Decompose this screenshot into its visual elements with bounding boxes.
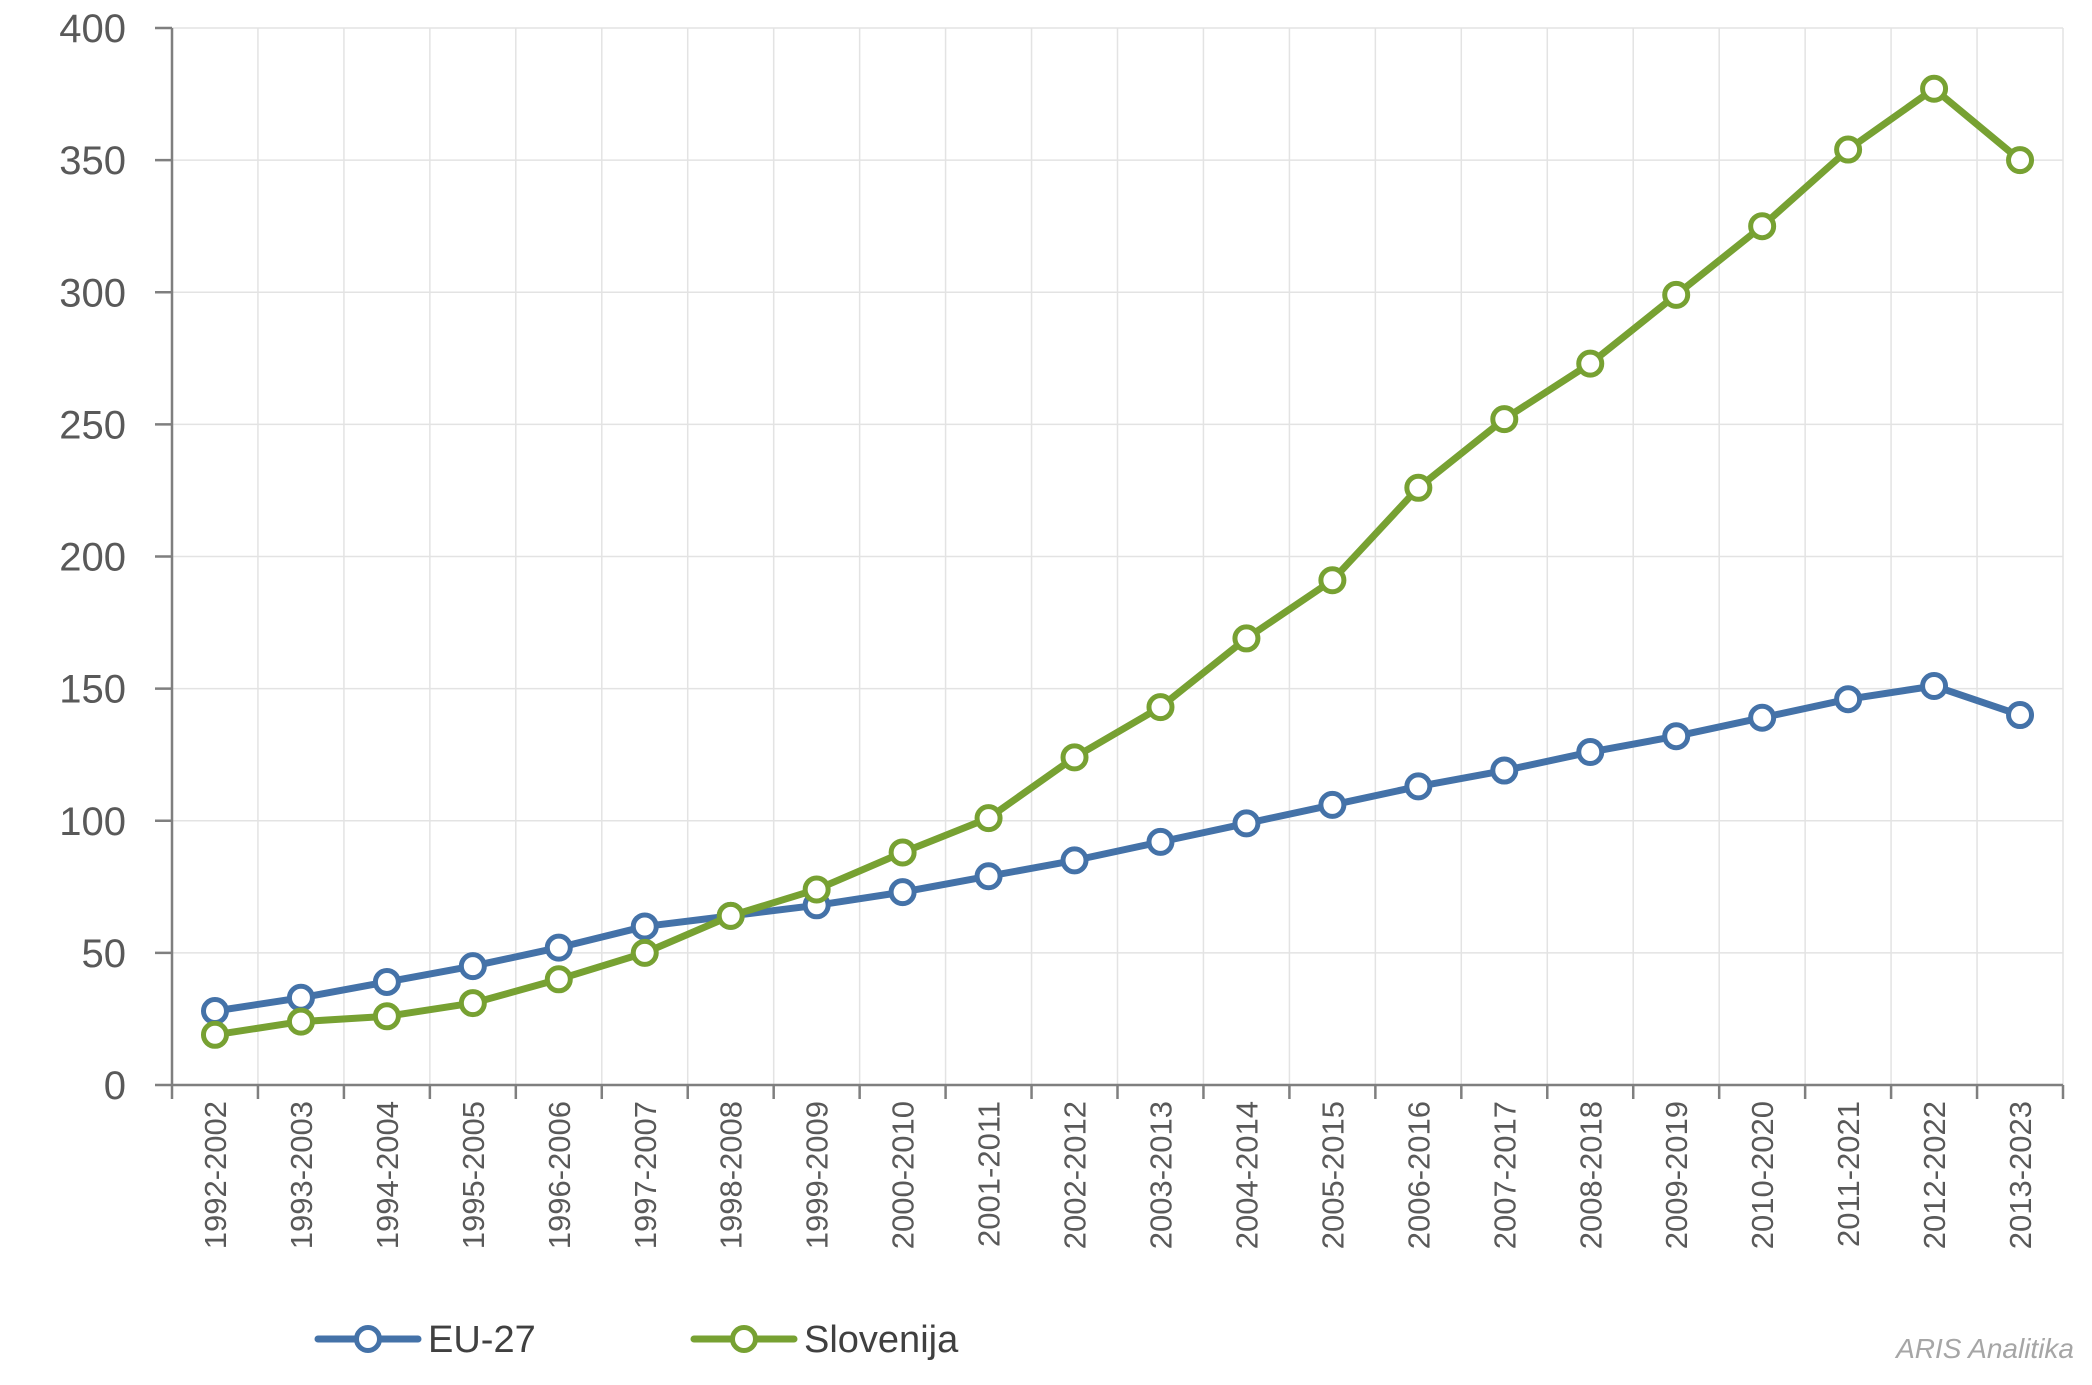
x-tick-label: 1995-2005 — [456, 1101, 491, 1249]
data-point — [1748, 703, 1777, 732]
y-tick-label: 350 — [59, 139, 126, 183]
data-point — [1748, 212, 1777, 241]
series-line-0 — [211, 682, 2024, 1015]
x-tick-label: 2005-2015 — [1315, 1101, 1350, 1249]
x-tick-label: 1992-2002 — [198, 1101, 233, 1249]
data-point — [200, 1020, 229, 1049]
data-point — [1920, 671, 1949, 700]
data-point — [2006, 701, 2035, 730]
y-tick-label: 100 — [59, 800, 126, 844]
data-point — [974, 862, 1003, 891]
gridlines — [171, 27, 2064, 1085]
data-point — [286, 1007, 315, 1036]
y-tick-label: 200 — [59, 536, 126, 580]
y-tick-label: 0 — [104, 1064, 126, 1108]
data-point — [1490, 405, 1519, 434]
data-point — [2006, 146, 2035, 175]
x-tick-label: 2006-2016 — [1401, 1101, 1436, 1249]
x-tick-label: 2008-2018 — [1573, 1101, 1608, 1249]
data-point — [544, 965, 573, 994]
watermark-text: ARIS Analitika — [1894, 1333, 2074, 1364]
legend-marker — [354, 1325, 382, 1353]
data-point — [630, 938, 659, 967]
axes — [155, 26, 2065, 1099]
data-point — [1576, 738, 1605, 767]
data-point — [1576, 349, 1605, 378]
data-point — [716, 901, 745, 930]
data-point — [1662, 280, 1691, 309]
legend: EU-27 Slovenija — [314, 1319, 959, 1361]
data-point — [458, 952, 487, 981]
data-point — [1232, 624, 1261, 653]
data-point — [200, 997, 229, 1026]
series-line-1 — [211, 85, 2024, 1039]
x-tick-label: 2002-2012 — [1058, 1101, 1093, 1249]
x-tick-label: 2013-2023 — [2003, 1101, 2038, 1249]
x-tick-label: 1997-2007 — [628, 1101, 663, 1249]
data-point — [888, 838, 917, 867]
data-point — [888, 878, 917, 907]
data-point — [630, 912, 659, 941]
data-point — [802, 875, 831, 904]
data-point — [1920, 74, 1949, 103]
x-tick-label: 2001-2011 — [972, 1101, 1007, 1247]
legend-marker — [730, 1325, 758, 1353]
x-tick-label: 2003-2013 — [1143, 1101, 1178, 1249]
x-tick-label: 1996-2006 — [542, 1101, 577, 1249]
data-point — [1060, 846, 1089, 875]
y-tick-label: 300 — [59, 271, 126, 315]
x-axis-tick-labels: 1992-2002 1993-2003 1994-2004 1995-2005 1996… — [198, 1101, 2038, 1249]
data-point — [1146, 827, 1175, 856]
y-tick-label: 250 — [59, 403, 126, 447]
data-point — [1232, 809, 1261, 838]
x-tick-label: 2010-2020 — [1745, 1101, 1780, 1249]
y-tick-label: 150 — [59, 668, 126, 712]
x-tick-label: 2012-2022 — [1917, 1101, 1952, 1249]
data-point — [1318, 790, 1347, 819]
data-point — [1490, 756, 1519, 785]
data-point — [1834, 685, 1863, 714]
x-tick-label: 1998-2008 — [714, 1101, 749, 1249]
series-lines — [200, 74, 2035, 1049]
x-tick-label: 2011-2021 — [1831, 1101, 1866, 1247]
data-point — [544, 933, 573, 962]
data-point — [458, 989, 487, 1018]
y-axis-tick-labels: 0 50 100 150 200 250 300 350 400 — [59, 7, 126, 1108]
data-point — [286, 983, 315, 1012]
x-tick-label: 1994-2004 — [370, 1101, 405, 1249]
data-point — [1834, 135, 1863, 164]
data-point — [1318, 566, 1347, 595]
x-tick-label: 1993-2003 — [284, 1101, 319, 1249]
x-tick-label: 2004-2014 — [1229, 1101, 1264, 1249]
legend-label: EU-27 — [428, 1319, 536, 1361]
y-tick-label: 400 — [59, 7, 126, 51]
x-tick-label: 2000-2010 — [886, 1101, 921, 1249]
x-tick-label: 2007-2017 — [1487, 1101, 1522, 1249]
data-point — [372, 1002, 401, 1031]
y-tick-label: 50 — [82, 932, 127, 976]
data-point — [1662, 722, 1691, 751]
data-point — [1060, 743, 1089, 772]
data-point — [974, 804, 1003, 833]
data-point — [372, 967, 401, 996]
x-tick-label: 2009-2019 — [1659, 1101, 1694, 1249]
legend-label: Slovenija — [804, 1319, 959, 1361]
data-point — [1404, 473, 1433, 502]
data-point — [1146, 693, 1175, 722]
x-tick-label: 1999-2009 — [800, 1101, 835, 1249]
data-point — [1404, 772, 1433, 801]
